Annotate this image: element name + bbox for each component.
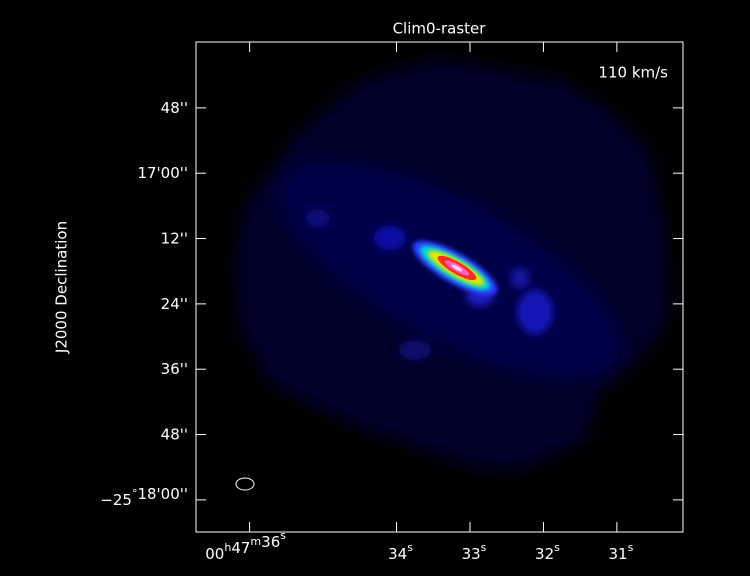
x-tick-label: 31s [608, 541, 633, 563]
annotation: 110 km/s [598, 64, 668, 82]
x-tick-label: 34s [388, 541, 413, 563]
chart-title: Clim0-raster [393, 20, 487, 38]
y-axis-label: J2000 Declination [53, 221, 71, 354]
x-tick-label: 33s [462, 541, 487, 563]
x-tick-label: 00h47m36s [205, 529, 286, 563]
x-tick-label: 32s [535, 541, 560, 563]
y-tick-label: 17'00'' [137, 164, 188, 182]
plot-frame [195, 41, 684, 533]
y-tick-label: −25°18'00'' [100, 484, 188, 508]
y-tick-label: 36'' [161, 360, 188, 378]
raster-image [235, 58, 668, 491]
y-tick-label: 48'' [161, 98, 188, 116]
y-tick-label: 24'' [161, 294, 188, 312]
y-tick-label: 12'' [161, 229, 188, 247]
y-tick-label: 48'' [161, 425, 188, 443]
